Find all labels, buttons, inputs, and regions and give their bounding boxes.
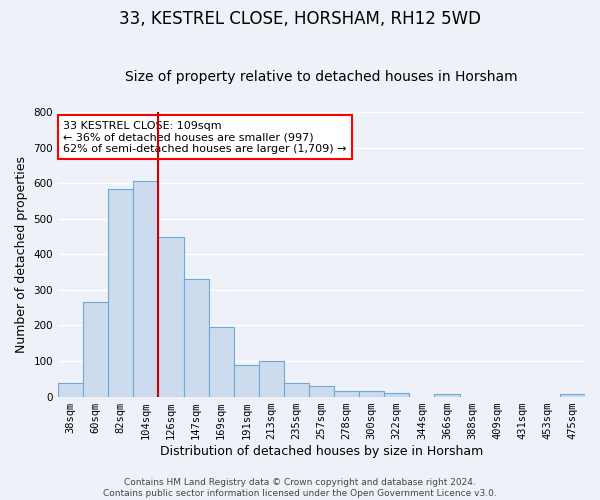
X-axis label: Distribution of detached houses by size in Horsham: Distribution of detached houses by size … bbox=[160, 444, 483, 458]
Bar bbox=[334, 391, 359, 396]
Bar bbox=[83, 302, 108, 396]
Bar bbox=[384, 393, 409, 396]
Bar bbox=[284, 383, 309, 396]
Bar bbox=[434, 394, 460, 396]
Text: Contains HM Land Registry data © Crown copyright and database right 2024.
Contai: Contains HM Land Registry data © Crown c… bbox=[103, 478, 497, 498]
Bar bbox=[133, 182, 158, 396]
Bar bbox=[359, 391, 384, 396]
Title: Size of property relative to detached houses in Horsham: Size of property relative to detached ho… bbox=[125, 70, 518, 85]
Bar bbox=[309, 386, 334, 396]
Text: 33 KESTREL CLOSE: 109sqm
← 36% of detached houses are smaller (997)
62% of semi-: 33 KESTREL CLOSE: 109sqm ← 36% of detach… bbox=[64, 120, 347, 154]
Bar bbox=[184, 279, 209, 396]
Y-axis label: Number of detached properties: Number of detached properties bbox=[15, 156, 28, 353]
Bar bbox=[259, 361, 284, 396]
Text: 33, KESTREL CLOSE, HORSHAM, RH12 5WD: 33, KESTREL CLOSE, HORSHAM, RH12 5WD bbox=[119, 10, 481, 28]
Bar bbox=[158, 236, 184, 396]
Bar bbox=[209, 327, 233, 396]
Bar bbox=[58, 383, 83, 396]
Bar bbox=[560, 394, 585, 396]
Bar bbox=[108, 188, 133, 396]
Bar bbox=[233, 364, 259, 396]
